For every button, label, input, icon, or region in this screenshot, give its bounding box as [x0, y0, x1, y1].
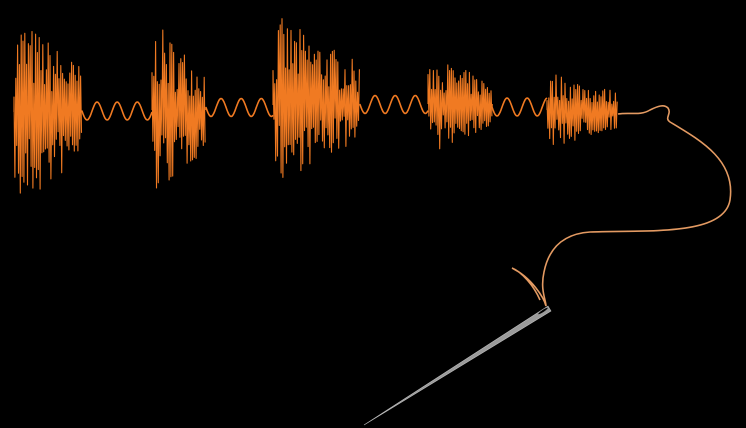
burst: [546, 74, 618, 146]
burst: [272, 18, 360, 178]
needle-eye: [537, 307, 549, 315]
burst: [13, 30, 83, 194]
thread: [511, 105, 732, 307]
needle-body: [363, 305, 552, 426]
needle: [363, 305, 552, 426]
thread-wave: [81, 101, 153, 121]
thread-wave: [491, 97, 548, 117]
burst: [427, 64, 493, 150]
thread-wave: [359, 94, 429, 115]
waveform: [13, 18, 618, 194]
burst: [151, 29, 206, 189]
thread-wave: [205, 97, 274, 118]
